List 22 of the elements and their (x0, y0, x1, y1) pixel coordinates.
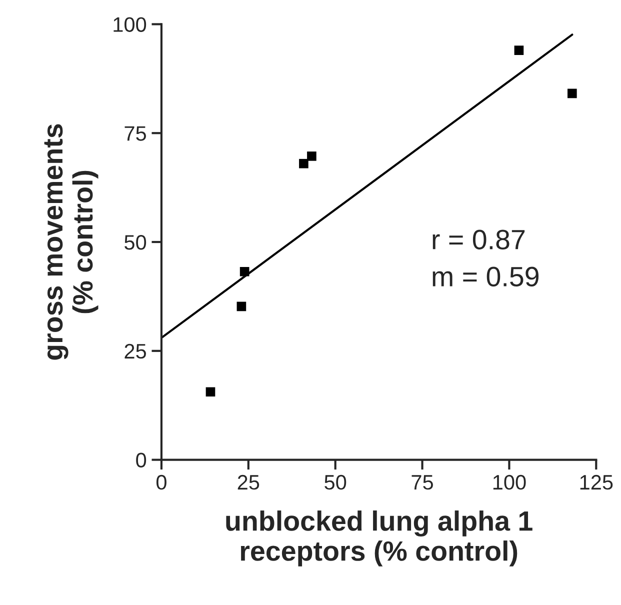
x-tick-label: 25 (238, 474, 260, 490)
point (236, 302, 246, 312)
point (514, 46, 524, 55)
y-tick-label: 50 (124, 235, 146, 250)
x-axis-title: unblocked lung alpha 1 receptors (% control) (226, 510, 532, 566)
point (307, 152, 316, 161)
x-tick-label: 125 (580, 474, 613, 490)
annotation: r = 0.87 (432, 230, 525, 250)
x-tick-label: 0 (156, 474, 166, 490)
y-tick-label: 75 (124, 126, 146, 141)
x-tick-label: 75 (412, 475, 433, 490)
annotation: m = 0.59 (432, 266, 539, 286)
y-tick-label: 0 (136, 452, 146, 468)
point (240, 266, 250, 276)
point (568, 88, 577, 98)
y-tick-label: 25 (124, 344, 146, 359)
x-tick-label: 100 (493, 474, 526, 490)
x-tick-label: 50 (324, 474, 346, 490)
point (299, 158, 308, 168)
point (206, 387, 216, 397)
y-tick-label: 100 (114, 17, 146, 32)
y-axis-title: gross movements (% control) (44, 124, 98, 360)
